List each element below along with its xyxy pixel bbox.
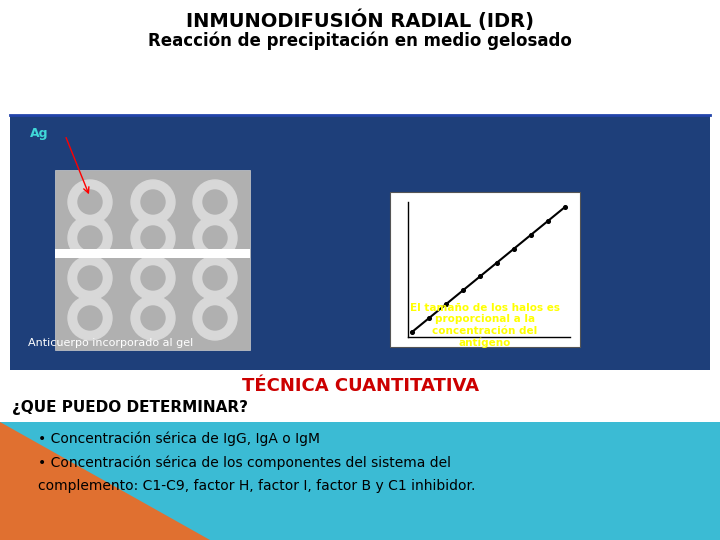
Text: • Concentración sérica de los componentes del sistema del: • Concentración sérica de los componente…: [38, 456, 451, 470]
Point: [508, 244, 520, 253]
Bar: [390, 192, 580, 347]
Polygon shape: [0, 422, 210, 540]
Bar: [10, 115, 710, 370]
Circle shape: [68, 296, 112, 340]
Text: INMUNODIFUSIÓN RADIAL (IDR): INMUNODIFUSIÓN RADIAL (IDR): [186, 10, 534, 31]
Circle shape: [131, 180, 175, 224]
Circle shape: [193, 216, 237, 260]
Circle shape: [203, 190, 227, 214]
Circle shape: [141, 190, 165, 214]
Point: [440, 300, 451, 308]
Circle shape: [78, 306, 102, 330]
Text: TÉCNICA CUANTITATIVA: TÉCNICA CUANTITATIVA: [241, 377, 479, 395]
Circle shape: [141, 226, 165, 250]
Circle shape: [68, 216, 112, 260]
Point: [474, 272, 486, 281]
Bar: [55, 170, 250, 350]
Circle shape: [78, 226, 102, 250]
Circle shape: [131, 256, 175, 300]
Text: ¿QUE PUEDO DETERMINAR?: ¿QUE PUEDO DETERMINAR?: [12, 400, 248, 415]
Text: • Concentración sérica de IgG, IgA o IgM: • Concentración sérica de IgG, IgA o IgM: [38, 432, 320, 447]
Text: El tamaño de los halos es
proporcional a la
concentración del
antígeno: El tamaño de los halos es proporcional a…: [410, 302, 560, 348]
Point: [423, 314, 435, 322]
Point: [542, 217, 554, 225]
Text: Reacción de precipitación en medio gelosado: Reacción de precipitación en medio gelos…: [148, 32, 572, 51]
Circle shape: [203, 306, 227, 330]
Circle shape: [193, 180, 237, 224]
Point: [457, 286, 469, 295]
Text: Anticuerpo incorporado al gel: Anticuerpo incorporado al gel: [28, 338, 193, 348]
Circle shape: [141, 266, 165, 290]
Circle shape: [203, 226, 227, 250]
Point: [406, 328, 418, 336]
Circle shape: [141, 306, 165, 330]
Point: [559, 202, 571, 211]
Circle shape: [131, 216, 175, 260]
Circle shape: [131, 296, 175, 340]
Circle shape: [203, 266, 227, 290]
Circle shape: [78, 266, 102, 290]
Text: Ag: Ag: [30, 127, 48, 140]
Circle shape: [193, 296, 237, 340]
Circle shape: [68, 180, 112, 224]
Text: complemento: C1-C9, factor H, factor I, factor B y C1 inhibidor.: complemento: C1-C9, factor H, factor I, …: [38, 479, 475, 493]
Bar: [55, 249, 250, 258]
Circle shape: [193, 256, 237, 300]
Bar: [0, 422, 720, 540]
Point: [491, 258, 503, 267]
Circle shape: [68, 256, 112, 300]
Point: [526, 231, 537, 239]
Circle shape: [78, 190, 102, 214]
